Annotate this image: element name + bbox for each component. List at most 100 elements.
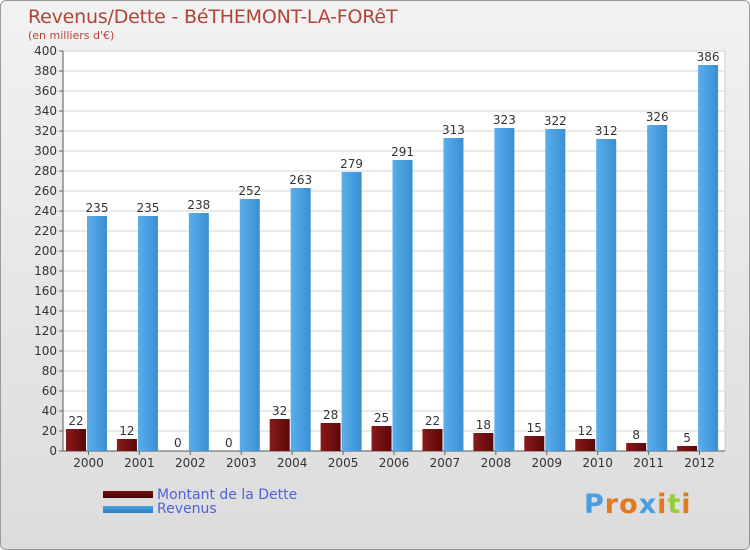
legend-label-revenus: Revenus bbox=[157, 501, 217, 517]
bar-revenus-2000 bbox=[87, 216, 107, 451]
logo-letter: P bbox=[584, 489, 605, 520]
data-label-revenus-2001: 235 bbox=[136, 201, 159, 215]
data-label-revenus-2006: 291 bbox=[391, 145, 414, 159]
x-tick-label-2007: 2007 bbox=[430, 456, 461, 470]
data-label-revenus-2002: 238 bbox=[187, 198, 210, 212]
y-tick-label: 20 bbox=[42, 424, 57, 438]
y-tick-label: 80 bbox=[42, 364, 57, 378]
data-label-dette-2004: 32 bbox=[272, 404, 287, 418]
logo-letter: x bbox=[638, 489, 658, 520]
y-tick-label: 140 bbox=[34, 304, 57, 318]
bar-revenus-2003 bbox=[239, 199, 260, 451]
bar-dette-2005 bbox=[320, 423, 341, 451]
data-label-revenus-2003: 252 bbox=[238, 184, 261, 198]
bar-dette-2006 bbox=[371, 426, 392, 451]
x-tick-label-2006: 2006 bbox=[379, 456, 410, 470]
y-tick-label: 240 bbox=[34, 204, 57, 218]
bar-dette-2000 bbox=[66, 429, 86, 451]
logo-letter: i bbox=[657, 489, 668, 520]
x-tick-label-2001: 2001 bbox=[124, 456, 155, 470]
bar-dette-2001 bbox=[116, 439, 137, 451]
x-tick-label-2003: 2003 bbox=[226, 456, 257, 470]
bar-revenus-2008 bbox=[494, 128, 515, 451]
bar-revenus-2009 bbox=[545, 129, 566, 451]
data-label-dette-2002: 0 bbox=[174, 436, 182, 450]
x-tick-label-2009: 2009 bbox=[531, 456, 562, 470]
y-tick-label: 360 bbox=[34, 84, 57, 98]
x-tick-label-2000: 2000 bbox=[73, 456, 104, 470]
y-tick-label: 120 bbox=[34, 324, 57, 338]
data-label-dette-2008: 18 bbox=[476, 418, 491, 432]
logo-letter: o bbox=[619, 489, 639, 520]
chart-subtitle: (en milliers d'€) bbox=[28, 29, 115, 42]
y-tick-label: 340 bbox=[34, 104, 57, 118]
data-label-dette-2007: 22 bbox=[425, 414, 440, 428]
y-tick-label: 100 bbox=[34, 344, 57, 358]
bar-dette-2008 bbox=[473, 433, 494, 451]
bar-revenus-2002 bbox=[188, 213, 209, 451]
y-tick-label: 0 bbox=[49, 444, 57, 458]
bar-dette-2011 bbox=[626, 443, 647, 451]
x-tick-label-2008: 2008 bbox=[481, 456, 512, 470]
data-label-revenus-2011: 326 bbox=[646, 110, 669, 124]
data-label-revenus-2010: 312 bbox=[595, 124, 618, 138]
y-tick-label: 180 bbox=[34, 264, 57, 278]
y-tick-label: 380 bbox=[34, 64, 57, 78]
y-tick-label: 60 bbox=[42, 384, 57, 398]
logo-letter: i bbox=[681, 489, 692, 520]
bar-dette-2004 bbox=[269, 419, 290, 451]
data-label-dette-2000: 22 bbox=[68, 414, 83, 428]
bar-dette-2012 bbox=[677, 446, 698, 451]
y-tick-label: 40 bbox=[42, 404, 57, 418]
y-tick-label: 160 bbox=[34, 284, 57, 298]
proxiti-logo: Proxiti bbox=[584, 489, 692, 520]
bar-revenus-2010 bbox=[596, 139, 617, 451]
y-tick-label: 400 bbox=[34, 44, 57, 58]
x-tick-label-2010: 2010 bbox=[582, 456, 613, 470]
data-label-revenus-2012: 386 bbox=[697, 50, 720, 64]
bar-revenus-2011 bbox=[647, 125, 668, 451]
x-tick-label-2002: 2002 bbox=[175, 456, 206, 470]
data-label-revenus-2005: 279 bbox=[340, 157, 363, 171]
x-tick-label-2012: 2012 bbox=[684, 456, 715, 470]
data-label-revenus-2000: 235 bbox=[86, 201, 109, 215]
bar-dette-2007 bbox=[422, 429, 443, 451]
bar-revenus-2006 bbox=[392, 160, 413, 451]
legend-swatch-dette bbox=[103, 491, 153, 498]
data-label-revenus-2008: 323 bbox=[493, 113, 516, 127]
y-tick-label: 300 bbox=[34, 144, 57, 158]
data-label-revenus-2009: 322 bbox=[544, 114, 567, 128]
data-label-dette-2001: 12 bbox=[119, 424, 134, 438]
data-label-dette-2003: 0 bbox=[225, 436, 233, 450]
bar-revenus-2007 bbox=[443, 138, 464, 451]
data-label-dette-2005: 28 bbox=[323, 408, 338, 422]
legend-swatch-revenus bbox=[103, 506, 153, 513]
chart-title: Revenus/Dette - BéTHEMONT-LA-FORêT bbox=[28, 6, 398, 28]
y-tick-label: 320 bbox=[34, 124, 57, 138]
bar-revenus-2001 bbox=[137, 216, 158, 451]
x-tick-label-2004: 2004 bbox=[277, 456, 308, 470]
x-tick-label-2011: 2011 bbox=[633, 456, 664, 470]
logo-letter: r bbox=[604, 489, 620, 520]
y-tick-label: 220 bbox=[34, 224, 57, 238]
data-label-dette-2011: 8 bbox=[632, 428, 640, 442]
data-label-dette-2012: 5 bbox=[683, 431, 691, 445]
x-tick-label-2005: 2005 bbox=[328, 456, 359, 470]
logo-letter: t bbox=[667, 489, 682, 520]
y-tick-label: 200 bbox=[34, 244, 57, 258]
bar-dette-2009 bbox=[524, 436, 545, 451]
data-label-revenus-2007: 313 bbox=[442, 123, 465, 137]
legend-label-dette: Montant de la Dette bbox=[157, 487, 298, 503]
data-label-dette-2006: 25 bbox=[374, 411, 389, 425]
bar-revenus-2012 bbox=[698, 65, 719, 451]
bar-revenus-2004 bbox=[290, 188, 311, 451]
data-label-dette-2010: 12 bbox=[578, 424, 593, 438]
y-tick-label: 260 bbox=[34, 184, 57, 198]
bar-revenus-2005 bbox=[341, 172, 362, 451]
data-label-dette-2009: 15 bbox=[527, 421, 542, 435]
y-tick-label: 280 bbox=[34, 164, 57, 178]
bar-dette-2010 bbox=[575, 439, 596, 451]
data-label-revenus-2004: 263 bbox=[289, 173, 312, 187]
